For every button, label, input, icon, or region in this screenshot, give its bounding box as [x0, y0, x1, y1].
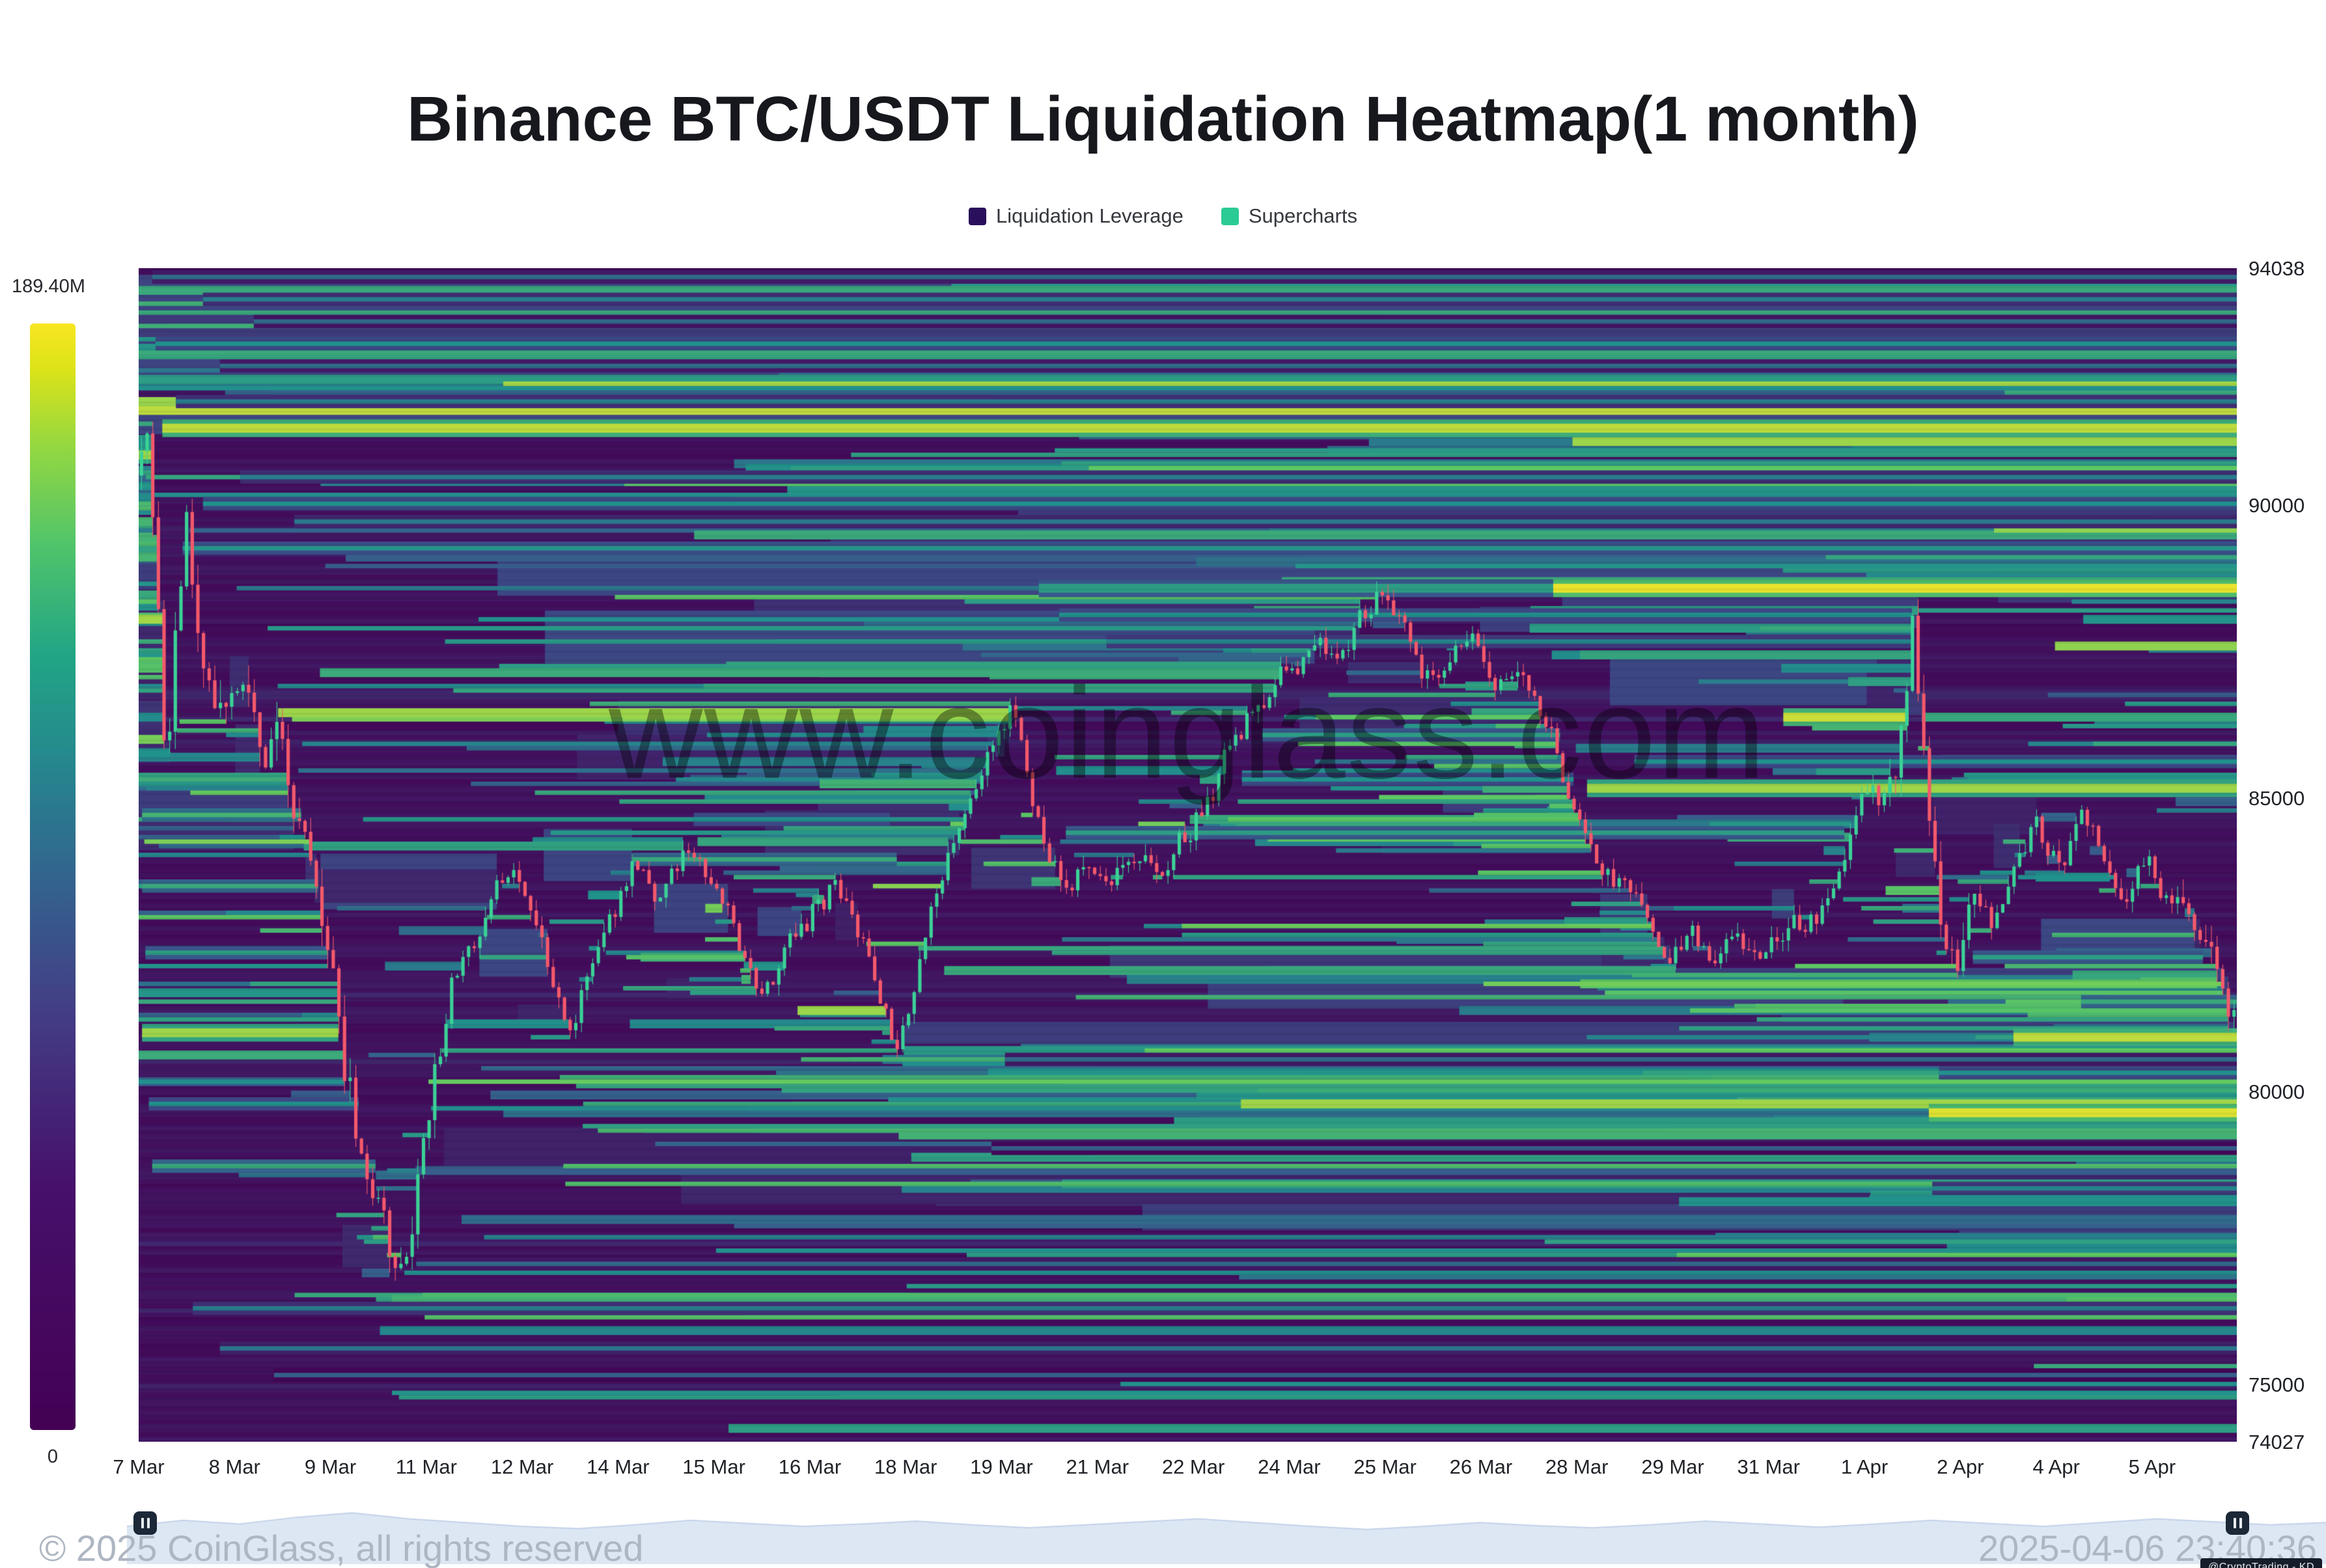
- x-axis-label: 24 Mar: [1258, 1455, 1321, 1478]
- handle-bar-icon: [2239, 1518, 2242, 1528]
- x-axis-label: 11 Mar: [395, 1455, 457, 1478]
- x-axis-label: 31 Mar: [1737, 1455, 1800, 1478]
- y-axis-label: 85000: [2249, 787, 2305, 810]
- x-axis-label: 25 Mar: [1353, 1455, 1417, 1478]
- watermark-badge: @CryptoTrading - KD: [2200, 1558, 2322, 1568]
- x-axis-label: 21 Mar: [1066, 1455, 1129, 1478]
- colorbar-min-label: 0: [47, 1446, 59, 1467]
- x-axis-label: 9 Mar: [304, 1455, 357, 1478]
- x-axis-label: 8 Mar: [208, 1455, 260, 1478]
- navigator-left-handle[interactable]: [133, 1511, 157, 1535]
- y-axis-label: 94038: [2249, 257, 2305, 280]
- y-axis-label: 75000: [2249, 1373, 2305, 1397]
- x-axis-label: 12 Mar: [490, 1455, 554, 1478]
- supercharts-swatch-icon: [1221, 207, 1239, 225]
- legend: Liquidation Leverage Supercharts: [0, 204, 2326, 228]
- x-axis-label: 5 Apr: [2128, 1455, 2176, 1478]
- heatmap-canvas[interactable]: [139, 268, 2237, 1442]
- x-axis-label: 2 Apr: [1937, 1455, 1984, 1478]
- handle-bar-icon: [2233, 1518, 2236, 1528]
- coinglass-watermark: www.coinglass.com: [608, 661, 1767, 806]
- copyright-text: © 2025 CoinGlass, all rights reserved: [39, 1528, 644, 1568]
- colorbar-max-label: 189.40M: [12, 276, 85, 297]
- navigator[interactable]: [127, 1482, 2326, 1564]
- legend-item-liquidation-leverage[interactable]: Liquidation Leverage: [969, 204, 1184, 228]
- legend-label-liquidation-leverage: Liquidation Leverage: [996, 204, 1184, 227]
- heatmap-chart-area[interactable]: www.coinglass.com: [139, 268, 2237, 1442]
- liquidation-leverage-swatch-icon: [969, 207, 986, 225]
- y-axis-label: 80000: [2249, 1080, 2305, 1103]
- navigator-right-handle[interactable]: [2226, 1511, 2249, 1535]
- handle-bar-icon: [141, 1518, 144, 1528]
- legend-item-supercharts[interactable]: Supercharts: [1221, 204, 1357, 228]
- y-axis-label: 74027: [2249, 1431, 2305, 1453]
- colorbar-gradient: [30, 323, 76, 1430]
- x-axis-label: 29 Mar: [1641, 1455, 1704, 1478]
- x-axis-label: 22 Mar: [1161, 1455, 1225, 1478]
- handle-bar-icon: [146, 1518, 150, 1528]
- x-axis-label: 4 Apr: [2032, 1455, 2080, 1478]
- x-axis-label: 1 Apr: [1840, 1455, 1889, 1478]
- x-axis-label: 26 Mar: [1449, 1455, 1513, 1478]
- navigator-area-canvas[interactable]: [127, 1482, 2326, 1564]
- x-axis-label: 7 Mar: [113, 1455, 165, 1478]
- legend-label-supercharts: Supercharts: [1248, 204, 1357, 227]
- x-axis-label: 15 Mar: [682, 1455, 745, 1478]
- x-axis-label: 14 Mar: [587, 1455, 650, 1478]
- x-axis-label: 18 Mar: [874, 1455, 937, 1478]
- x-axis-label: 19 Mar: [970, 1455, 1033, 1478]
- page-title: Binance BTC/USDT Liquidation Heatmap(1 m…: [407, 83, 1919, 154]
- x-axis-label: 28 Mar: [1545, 1455, 1609, 1478]
- x-axis-label: 16 Mar: [778, 1455, 842, 1478]
- y-axis-label: 90000: [2249, 493, 2305, 517]
